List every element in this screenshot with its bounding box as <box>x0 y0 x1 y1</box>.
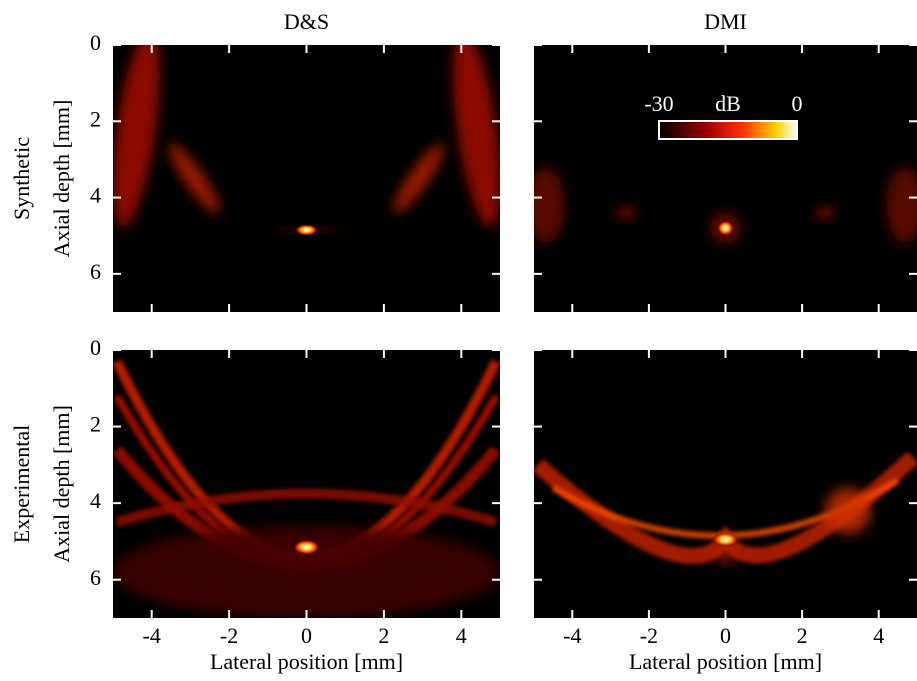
x-axis-label: Lateral position [mm] <box>210 649 403 674</box>
x-tick-label: 4 <box>456 623 467 648</box>
echo <box>715 551 736 563</box>
y-tick-label: 0 <box>90 335 101 360</box>
colorbar-tick-label: -30 <box>644 91 673 116</box>
y-axis-label: Axial depth [mm] <box>49 100 74 258</box>
point-target <box>712 531 739 548</box>
panel-title: DMI <box>704 9 747 34</box>
point-target <box>292 539 321 555</box>
y-tick-label: 2 <box>90 106 101 131</box>
y-tick-label: 6 <box>90 565 101 590</box>
echo <box>393 143 445 214</box>
x-tick-label: -2 <box>220 623 238 648</box>
x-tick-label: 0 <box>720 623 731 648</box>
x-tick-label: 2 <box>797 623 808 648</box>
echo <box>168 143 220 214</box>
echo <box>453 45 500 228</box>
x-tick-label: 2 <box>378 623 389 648</box>
point-target <box>717 220 734 236</box>
colorbar <box>658 120 798 140</box>
x-tick-label: 4 <box>873 623 884 648</box>
x-tick-label: -4 <box>563 623 581 648</box>
image-content <box>113 359 500 618</box>
row-label: Experimental <box>9 425 34 544</box>
point-target <box>294 224 319 236</box>
echo <box>886 167 917 244</box>
x-tick-label: -4 <box>143 623 161 648</box>
x-tick-label: -2 <box>640 623 658 648</box>
echo <box>113 526 500 618</box>
y-tick-label: 2 <box>90 412 101 437</box>
echo <box>815 207 835 219</box>
y-tick-label: 6 <box>90 259 101 284</box>
image-content <box>534 167 917 244</box>
echo <box>113 45 160 228</box>
x-tick-label: 0 <box>301 623 312 648</box>
image-panel <box>113 45 500 312</box>
y-tick-label: 4 <box>90 183 101 208</box>
echo-arc <box>115 488 498 528</box>
image-content <box>534 451 917 565</box>
y-tick-label: 0 <box>90 30 101 55</box>
echo <box>534 167 565 244</box>
image-panel <box>534 45 917 312</box>
image-content <box>113 45 500 236</box>
y-tick-label: 4 <box>90 488 101 513</box>
colorbar-label: dB <box>715 91 741 116</box>
x-axis-label: Lateral position [mm] <box>629 649 822 674</box>
y-axis-label: Axial depth [mm] <box>49 405 74 563</box>
row-label: Synthetic <box>9 137 34 220</box>
echo <box>616 207 636 219</box>
colorbar-tick-label: 0 <box>792 91 803 116</box>
echo <box>825 487 872 534</box>
image-panel <box>534 350 917 618</box>
panel-title: D&S <box>284 9 329 34</box>
